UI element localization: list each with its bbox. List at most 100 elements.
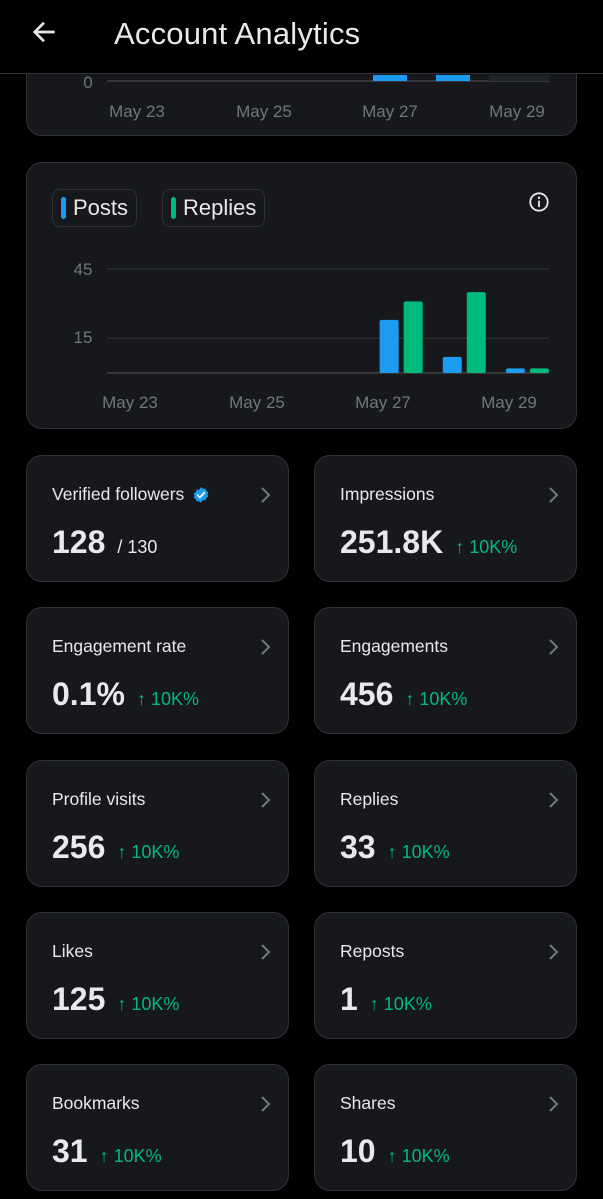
- metric-card-shares[interactable]: Shares 10 ↑ 10K%: [314, 1064, 577, 1191]
- top-chart-x-label: May 23: [109, 102, 165, 121]
- metric-label: Replies: [340, 789, 398, 810]
- metric-change: ↑ 10K%: [387, 1146, 450, 1166]
- x-tick-label: May 23: [102, 393, 158, 412]
- metric-label-text: Likes: [52, 941, 93, 961]
- bar-replies-may-28[interactable]: [466, 292, 486, 373]
- metric-value: 33: [340, 829, 376, 865]
- legend-replies-label: Replies: [183, 195, 257, 220]
- metric-label: Reposts: [340, 941, 404, 962]
- top-chart-bar-2: [436, 75, 470, 81]
- metric-change: ↑ 10K%: [136, 689, 199, 709]
- metric-change: ↑ 10K%: [405, 689, 468, 709]
- metric-value-row: 31 ↑ 10K%: [52, 1133, 162, 1170]
- metric-value: 128: [52, 524, 106, 560]
- top-chart-x-label: May 25: [236, 102, 292, 121]
- info-icon[interactable]: [528, 191, 550, 213]
- y-tick-label: 15: [74, 328, 93, 347]
- chevron-right-icon: [261, 639, 271, 655]
- metric-label-text: Profile visits: [52, 789, 146, 809]
- back-arrow-icon[interactable]: [28, 16, 60, 48]
- metric-subtotal: / 130: [117, 537, 158, 557]
- metric-value-row: 251.8K ↑ 10K%: [340, 524, 517, 561]
- metric-label-text: Impressions: [340, 484, 435, 504]
- metric-change: ↑ 10K%: [455, 537, 518, 557]
- metric-label-text: Verified followers: [52, 484, 185, 504]
- x-tick-label: May 27: [355, 393, 411, 412]
- metric-value-row: 0.1% ↑ 10K%: [52, 676, 199, 713]
- metric-label: Profile visits: [52, 789, 145, 810]
- metric-card-replies[interactable]: Replies 33 ↑ 10K%: [314, 760, 577, 887]
- bar-replies-may-29[interactable]: [529, 368, 549, 373]
- metric-card-engagements[interactable]: Engagements 456 ↑ 10K%: [314, 607, 577, 734]
- bar-posts-may-28[interactable]: [442, 356, 462, 373]
- metric-card-engagement-rate[interactable]: Engagement rate 0.1% ↑ 10K%: [26, 607, 289, 734]
- bar-replies-may-27[interactable]: [403, 301, 423, 373]
- metric-label-text: Replies: [340, 789, 399, 809]
- metric-value-row: 1 ↑ 10K%: [340, 981, 432, 1018]
- chevron-right-icon: [549, 639, 559, 655]
- chevron-right-icon: [549, 487, 559, 503]
- metric-value: 251.8K: [340, 524, 444, 560]
- bar-posts-may-29[interactable]: [505, 368, 525, 373]
- metric-change: ↑ 10K%: [387, 842, 450, 862]
- main-chart-svg: 45 15 May 23 May 25 May 27 May 29: [74, 260, 549, 412]
- metric-change: ↑ 10K%: [117, 994, 180, 1014]
- x-tick-label: May 25: [229, 393, 285, 412]
- metric-value: 125: [52, 981, 106, 1017]
- top-chart-svg: 0 May 23 May 25 May 27 May 29: [83, 73, 549, 121]
- metric-label-text: Engagements: [340, 636, 448, 656]
- chevron-right-icon: [261, 944, 271, 960]
- metric-card-verified-followers[interactable]: Verified followers 128 / 130: [26, 455, 289, 582]
- metric-label: Bookmarks: [52, 1093, 140, 1114]
- chevron-right-icon: [261, 1096, 271, 1112]
- metric-value-row: 10 ↑ 10K%: [340, 1133, 450, 1170]
- metric-label: Engagement rate: [52, 636, 186, 657]
- metric-value-row: 456 ↑ 10K%: [340, 676, 467, 713]
- metric-change: ↑ 10K%: [369, 994, 432, 1014]
- app-header: Account Analytics: [0, 0, 603, 74]
- metric-value: 456: [340, 676, 394, 712]
- posts-replies-chart-card: Posts Replies 45 15 May 23 May 25 May 27…: [26, 162, 577, 429]
- metric-value: 1: [340, 981, 358, 1017]
- top-chart-y-tick: 0: [83, 73, 92, 92]
- chevron-right-icon: [549, 944, 559, 960]
- metric-value: 31: [52, 1133, 88, 1169]
- metric-label: Impressions: [340, 484, 434, 505]
- metric-value-row: 125 ↑ 10K%: [52, 981, 179, 1018]
- top-chart-bar-3: [489, 75, 549, 81]
- top-chart-x-label: May 27: [362, 102, 418, 121]
- metric-value: 10: [340, 1133, 376, 1169]
- bar-posts-may-27[interactable]: [379, 319, 399, 373]
- legend-replies[interactable]: Replies: [162, 189, 266, 227]
- metric-change: ↑ 10K%: [99, 1146, 162, 1166]
- x-tick-label: May 29: [481, 393, 537, 412]
- metric-label-text: Engagement rate: [52, 636, 187, 656]
- page-title: Account Analytics: [114, 16, 361, 51]
- legend-posts[interactable]: Posts: [52, 189, 138, 227]
- metric-label-text: Reposts: [340, 941, 405, 961]
- metric-card-bookmarks[interactable]: Bookmarks 31 ↑ 10K%: [26, 1064, 289, 1191]
- metric-card-likes[interactable]: Likes 125 ↑ 10K%: [26, 912, 289, 1039]
- chevron-right-icon: [549, 792, 559, 808]
- metric-value: 0.1%: [52, 676, 125, 712]
- chevron-right-icon: [261, 792, 271, 808]
- metric-label: Likes: [52, 941, 93, 962]
- metric-label: Shares: [340, 1093, 395, 1114]
- metric-change: ↑ 10K%: [117, 842, 180, 862]
- metric-value-row: 33 ↑ 10K%: [340, 829, 450, 866]
- chevron-right-icon: [549, 1096, 559, 1112]
- metric-card-impressions[interactable]: Impressions 251.8K ↑ 10K%: [314, 455, 577, 582]
- verified-badge-icon: [194, 486, 209, 503]
- legend-posts-label: Posts: [73, 195, 129, 220]
- metric-label: Engagements: [340, 636, 448, 657]
- metric-card-reposts[interactable]: Reposts 1 ↑ 10K%: [314, 912, 577, 1039]
- chevron-right-icon: [261, 487, 271, 503]
- metric-label-text: Shares: [340, 1093, 396, 1113]
- metric-card-profile-visits[interactable]: Profile visits 256 ↑ 10K%: [26, 760, 289, 887]
- top-chart-bar-1: [373, 75, 407, 81]
- top-chart-x-label: May 29: [489, 102, 545, 121]
- metric-value-row: 128 / 130: [52, 524, 157, 561]
- y-tick-label: 45: [74, 260, 93, 279]
- legend-posts-swatch: [61, 197, 66, 219]
- legend-replies-swatch: [171, 197, 176, 219]
